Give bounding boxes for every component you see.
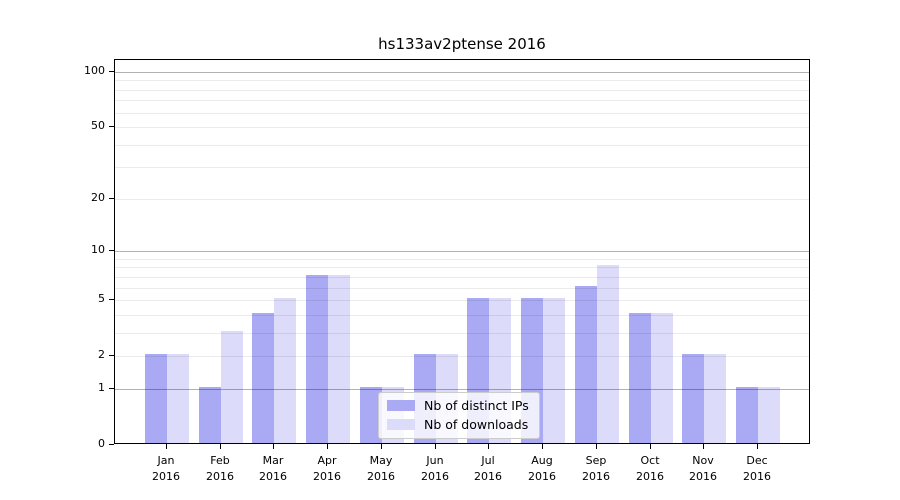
x-tick-label-nov: Nov 2016: [689, 454, 717, 483]
x-tick-mark-jul: [488, 444, 489, 449]
bar-nb-of-distinct-ips-sep: [574, 285, 597, 443]
legend-item-downloads: Nb of downloads: [387, 418, 529, 431]
x-tick-mark-sep: [596, 444, 597, 449]
y-tick-mark-1: [109, 388, 114, 389]
y-tick-label-5: 5: [98, 292, 105, 305]
bar-nb-of-distinct-ips-dec: [736, 386, 759, 443]
x-tick-mark-oct: [650, 444, 651, 449]
bar-nb-of-distinct-ips-feb: [198, 386, 221, 443]
x-tick-mark-nov: [703, 444, 704, 449]
bar-nb-of-downloads-feb: [220, 330, 243, 443]
y-tick-label-100: 100: [84, 64, 105, 77]
x-tick-label-jul: Jul 2016: [474, 454, 502, 483]
y-tick-mark-2: [109, 355, 114, 356]
y-tick-label-10: 10: [91, 243, 105, 256]
x-tick-mark-feb: [220, 444, 221, 449]
y-tick-label-20: 20: [91, 191, 105, 204]
bar-nb-of-distinct-ips-apr: [306, 274, 329, 443]
chart-title: hs133av2ptense 2016: [378, 35, 546, 53]
bar-nb-of-distinct-ips-may: [359, 386, 382, 443]
y-tick-mark-10: [109, 250, 114, 251]
y-tick-label-1: 1: [98, 381, 105, 394]
x-tick-label-dec: Dec 2016: [743, 454, 771, 483]
x-tick-mark-may: [381, 444, 382, 449]
x-tick-label-mar: Mar 2016: [259, 454, 287, 483]
bar-nb-of-distinct-ips-nov: [682, 354, 705, 443]
x-tick-label-aug: Aug 2016: [528, 454, 556, 483]
bar-nb-of-distinct-ips-mar: [252, 312, 275, 443]
plot-area: [114, 59, 810, 444]
x-tick-mark-dec: [757, 444, 758, 449]
x-tick-mark-apr: [327, 444, 328, 449]
x-tick-label-may: May 2016: [367, 454, 395, 483]
legend-item-distinct-ips: Nb of distinct IPs: [387, 399, 529, 412]
y-tick-mark-50: [109, 126, 114, 127]
bar-nb-of-downloads-mar: [274, 298, 297, 443]
x-tick-mark-jun: [435, 444, 436, 449]
legend-swatch-downloads: [387, 419, 415, 430]
bar-nb-of-downloads-dec: [758, 386, 781, 443]
y-tick-label-2: 2: [98, 348, 105, 361]
bar-nb-of-distinct-ips-jan: [145, 354, 167, 443]
legend-label-distinct-ips: Nb of distinct IPs: [424, 398, 529, 413]
x-tick-label-apr: Apr 2016: [313, 454, 341, 483]
x-tick-label-jun: Jun 2016: [421, 454, 449, 483]
y-tick-mark-0: [109, 444, 114, 445]
y-tick-mark-100: [109, 71, 114, 72]
x-tick-label-oct: Oct 2016: [636, 454, 664, 483]
y-tick-label-50: 50: [91, 119, 105, 132]
bar-nb-of-downloads-sep: [596, 265, 619, 443]
x-tick-label-feb: Feb 2016: [206, 454, 234, 483]
legend-swatch-distinct-ips: [387, 400, 415, 411]
legend-label-downloads: Nb of downloads: [424, 417, 529, 432]
legend: Nb of distinct IPs Nb of downloads: [378, 392, 540, 439]
bar-nb-of-downloads-nov: [704, 354, 727, 443]
x-tick-label-sep: Sep 2016: [582, 454, 610, 483]
x-tick-mark-mar: [273, 444, 274, 449]
y-tick-mark-20: [109, 198, 114, 199]
bar-nb-of-downloads-oct: [650, 312, 673, 443]
bar-nb-of-downloads-jan: [167, 354, 189, 443]
x-tick-label-jan: Jan 2016: [152, 454, 180, 483]
bar-nb-of-distinct-ips-oct: [628, 312, 651, 443]
bar-nb-of-downloads-apr: [328, 274, 351, 443]
x-tick-mark-jan: [166, 444, 167, 449]
y-tick-label-0: 0: [98, 437, 105, 450]
bar-nb-of-downloads-aug: [543, 298, 566, 443]
y-tick-mark-5: [109, 299, 114, 300]
x-tick-mark-aug: [542, 444, 543, 449]
bars-layer: [115, 60, 809, 443]
